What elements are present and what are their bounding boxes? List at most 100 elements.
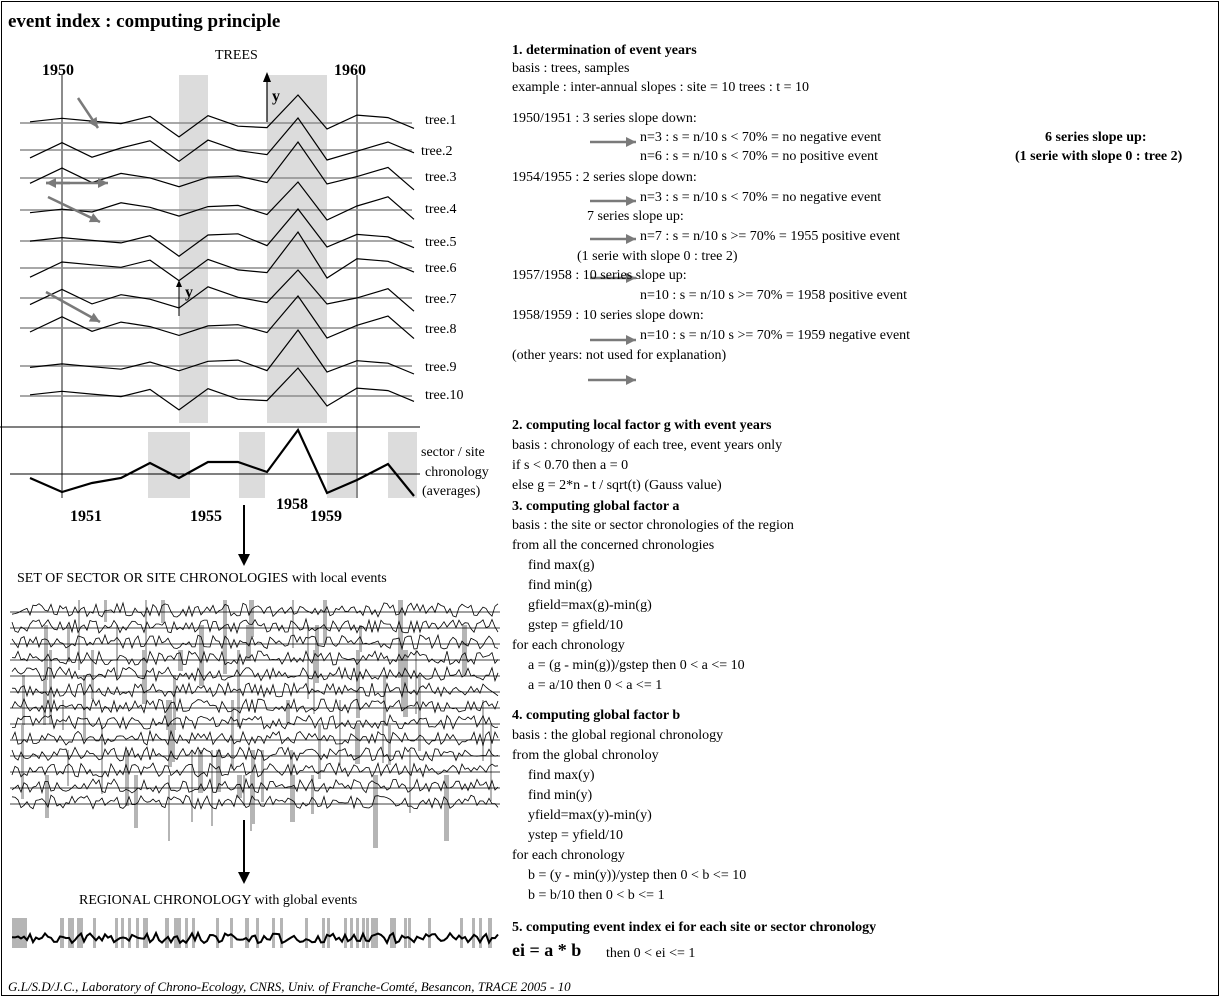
tree-label-8: tree.8 xyxy=(425,322,457,337)
section4-line: b = b/10 then 0 < b <= 1 xyxy=(528,888,665,903)
local-event-bar xyxy=(462,625,467,675)
local-event-bar xyxy=(216,750,221,792)
global-event-bar xyxy=(230,918,233,948)
global-event-bar xyxy=(61,918,64,948)
local-event-bar xyxy=(355,725,360,764)
local-event-bar xyxy=(237,650,240,727)
global-event-bar xyxy=(374,918,377,948)
section4-line: for each chronology xyxy=(512,848,625,863)
global-event-bar xyxy=(404,918,407,948)
local-event-bar xyxy=(67,625,70,662)
global-event-bar xyxy=(71,918,74,948)
local-event-bar xyxy=(315,625,319,683)
event-index-formula-note: then 0 < ei <= 1 xyxy=(606,946,696,961)
chronology-label-3: (averages) xyxy=(422,484,481,499)
local-event-bar xyxy=(237,775,242,798)
event-band-1955 xyxy=(179,75,208,423)
year-label-1960: 1960 xyxy=(334,62,366,79)
local-event-bar xyxy=(199,625,204,686)
trees-label: TREES xyxy=(215,48,258,63)
tree-series-line xyxy=(29,208,415,257)
section4-line: find min(y) xyxy=(528,788,593,803)
event-index-formula: ei = a * b xyxy=(512,940,582,960)
tree-series-line xyxy=(29,295,415,340)
chronology-series-line xyxy=(11,794,499,810)
local-event-bar xyxy=(198,750,203,793)
local-event-bar xyxy=(166,700,170,730)
chronology-series-line xyxy=(11,761,499,778)
local-event-bar xyxy=(286,700,290,723)
section4-heading: 4. computing global factor b xyxy=(512,708,681,723)
local-event-bar xyxy=(388,725,391,765)
section1-line: n=3 : s = n/10 s < 70% = no negative eve… xyxy=(640,190,882,205)
local-event-bar xyxy=(21,725,24,799)
section3-line: a = (g - min(g))/gstep then 0 < a <= 10 xyxy=(528,658,745,673)
local-event-bar xyxy=(415,650,417,714)
local-event-bar xyxy=(168,700,172,767)
section2-line: else g = 2*n - t / sqrt(t) (Gauss value) xyxy=(512,478,722,493)
text-pointer-arrow-head xyxy=(626,335,636,345)
global-event-bar xyxy=(174,918,177,948)
global-event-bar xyxy=(305,918,308,948)
section1-line: n=6 : s = n/10 s < 70% = no positive eve… xyxy=(640,149,879,164)
slope-arrow-1950-head xyxy=(88,116,98,128)
chronology-series-line xyxy=(11,633,499,651)
tree-label-4: tree.4 xyxy=(425,202,457,217)
tree-label-10: tree.10 xyxy=(425,388,464,403)
global-event-bar xyxy=(77,918,80,948)
section1-line: n=10 : s = n/10 s >= 70% = 1958 positive… xyxy=(640,288,907,303)
text-pointer-arrow-head xyxy=(626,375,636,385)
local-event-bar xyxy=(383,675,386,726)
section1-side-note: 6 series slope up: xyxy=(1045,130,1147,145)
section1-line: n=7 : s = n/10 s >= 70% = 1955 positive … xyxy=(640,229,900,244)
local-event-bar xyxy=(444,775,449,841)
local-event-bar xyxy=(116,625,118,679)
section1-line: basis : trees, samples xyxy=(512,61,630,76)
global-event-bar xyxy=(256,918,259,948)
local-event-bar xyxy=(134,775,138,828)
global-event-bar xyxy=(428,918,431,948)
text-pointer-arrow-head xyxy=(626,273,636,283)
chronology-series-line xyxy=(11,697,499,714)
tree-series-line xyxy=(29,117,415,163)
tree-series-line xyxy=(29,140,415,191)
text-pointer-arrow-head xyxy=(626,196,636,206)
year-label-1950: 1950 xyxy=(42,62,74,79)
global-event-bar xyxy=(460,918,463,948)
section1-line: n=10 : s = n/10 s >= 70% = 1959 negative… xyxy=(640,328,911,343)
chronology-series-line xyxy=(11,681,499,699)
global-event-bar xyxy=(21,918,24,948)
section1-heading: 1. determination of event years xyxy=(512,43,697,58)
local-event-bar xyxy=(191,750,193,822)
tree-series-line xyxy=(29,367,415,411)
section1-line: 1950/1951 : 3 series slope down: xyxy=(512,111,697,126)
slope-arrow-tree3-head xyxy=(98,178,108,188)
local-event-bar xyxy=(168,775,170,841)
slope-arrow-tree8-head xyxy=(88,312,100,322)
chronology-series-line xyxy=(11,745,499,762)
y-axis-arrowhead xyxy=(263,72,271,82)
section3-line: a = a/10 then 0 < a <= 1 xyxy=(528,678,663,693)
local-event-bar xyxy=(318,725,321,779)
local-event-bar xyxy=(418,675,421,751)
local-event-bar xyxy=(292,600,294,648)
local-event-bar xyxy=(45,625,48,680)
global-event-bar xyxy=(472,918,475,948)
local-event-bar xyxy=(178,650,183,671)
local-event-bar xyxy=(373,775,378,848)
global-event-bar xyxy=(12,918,15,948)
regional-chronology-label: REGIONAL CHRONOLOGY with global events xyxy=(79,893,358,908)
year-label-1955: 1955 xyxy=(190,508,222,525)
text-pointer-arrow-head xyxy=(626,234,636,244)
global-event-bar xyxy=(185,918,188,948)
tree-label-3: tree.3 xyxy=(425,170,457,185)
tree-label-5: tree.5 xyxy=(425,235,457,250)
event-band-average xyxy=(388,432,417,498)
local-event-bar xyxy=(323,600,327,643)
tree-label-1: tree.1 xyxy=(425,113,457,128)
global-event-bar xyxy=(68,918,71,948)
section3-line: for each chronology xyxy=(512,638,625,653)
global-event-bar xyxy=(93,918,96,948)
down-arrow-2-head xyxy=(238,872,250,884)
section3-line: find min(g) xyxy=(528,578,593,593)
